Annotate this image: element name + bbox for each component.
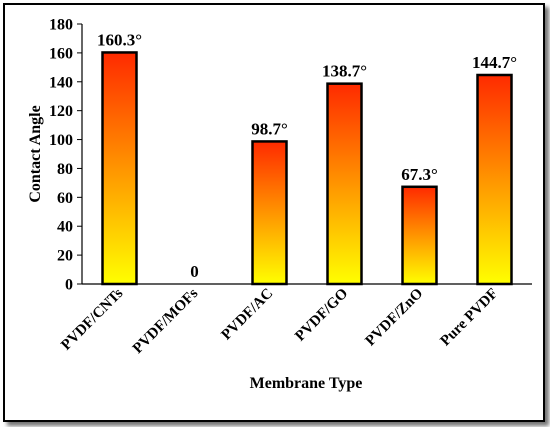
category-label: Pure PVDF [437,286,501,350]
category-label: PVDF/ZnO [363,286,427,350]
data-label: 0 [190,262,199,281]
bar-pvdf-zno [401,185,438,286]
category-label: PVDF/AC [218,286,276,344]
data-label: 138.7° [322,62,367,81]
category-label: PVDF/MOFs [130,285,202,357]
category-label: PVDF/GO [292,286,351,345]
data-labels: 160.3° 0 98.7° 138.7° 67.3° 144.7° [97,30,517,281]
bar-pvdf-cnts [101,51,138,286]
bar-pvdf-ac [251,140,288,286]
bar-pvdf-go [326,82,363,286]
data-label: 67.3° [401,165,438,184]
data-label: 144.7° [472,53,517,72]
y-tick-label: 180 [49,17,73,34]
y-tick-label: 60 [57,190,73,207]
y-tick-label: 160 [49,45,73,62]
axes [81,24,532,285]
data-label: 98.7° [251,119,288,138]
y-tick-label: 80 [57,161,73,178]
x-axis-title: Membrane Type [250,375,363,392]
y-tick-label: 140 [49,74,73,91]
y-tick-label: 100 [49,132,73,149]
category-label: PVDF/CNTs [58,285,126,353]
bars [101,51,513,286]
y-tick-label: 120 [49,103,73,120]
category-labels: PVDF/CNTs PVDF/MOFs PVDF/AC PVDF/GO PVDF/ZnO… [58,285,501,357]
y-tick-label: 40 [57,219,73,236]
data-label: 160.3° [97,30,142,49]
y-axis-title: Contact Angle [27,105,44,202]
y-ticks: 0 20 40 60 80 100 120 140 160 180 [49,17,82,294]
y-tick-label: 0 [65,277,73,294]
y-tick-label: 20 [57,248,73,265]
bar-pure-pvdf [476,73,513,286]
